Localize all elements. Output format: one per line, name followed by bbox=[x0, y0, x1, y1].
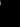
Text: 7: 7 bbox=[10, 8, 20, 27]
Text: FIG.1: FIG.1 bbox=[0, 1, 20, 27]
Text: 12: 12 bbox=[1, 0, 20, 17]
Text: 10: 10 bbox=[4, 6, 20, 25]
Text: 8: 8 bbox=[10, 8, 20, 27]
Text: 2: 2 bbox=[11, 14, 20, 27]
Bar bbox=[1, 7, 4, 13]
Polygon shape bbox=[10, 6, 11, 7]
Text: 11: 11 bbox=[14, 4, 20, 23]
Text: 13: 13 bbox=[4, 0, 20, 17]
Bar bbox=[8, 19, 11, 21]
Text: 4: 4 bbox=[11, 15, 20, 27]
Text: CATHODE
POTENTIAL
CONTROL
CIRCUIT: CATHODE POTENTIAL CONTROL CIRCUIT bbox=[0, 0, 20, 27]
Text: 9: 9 bbox=[2, 7, 16, 26]
Text: 3: 3 bbox=[11, 15, 20, 27]
Text: 1: 1 bbox=[11, 14, 20, 27]
Bar bbox=[8, 5, 13, 7]
Bar bbox=[5, 14, 13, 16]
Text: SCANNING
SIGNAL
DRIVE
CIRCUIT: SCANNING SIGNAL DRIVE CIRCUIT bbox=[0, 0, 20, 27]
Text: 15: 15 bbox=[13, 0, 20, 15]
Text: 18: 18 bbox=[15, 0, 20, 19]
Text: 14: 14 bbox=[15, 0, 20, 17]
Text: 6: 6 bbox=[12, 9, 20, 27]
Text: DATA SIGNAL DRIVE CIRCUIT: DATA SIGNAL DRIVE CIRCUIT bbox=[0, 5, 20, 25]
Bar bbox=[5, 7, 15, 13]
Text: LIGHT EMISSION
POWER SUPPLY UNIT: LIGHT EMISSION POWER SUPPLY UNIT bbox=[0, 0, 20, 27]
Text: DISPLAY UNIT: DISPLAY UNIT bbox=[0, 0, 20, 20]
Text: 16: 16 bbox=[11, 0, 20, 17]
Text: DISPLAY
CONTROL
UNIT: DISPLAY CONTROL UNIT bbox=[0, 0, 20, 27]
Text: 5: 5 bbox=[11, 16, 20, 27]
Bar bbox=[15, 12, 19, 16]
